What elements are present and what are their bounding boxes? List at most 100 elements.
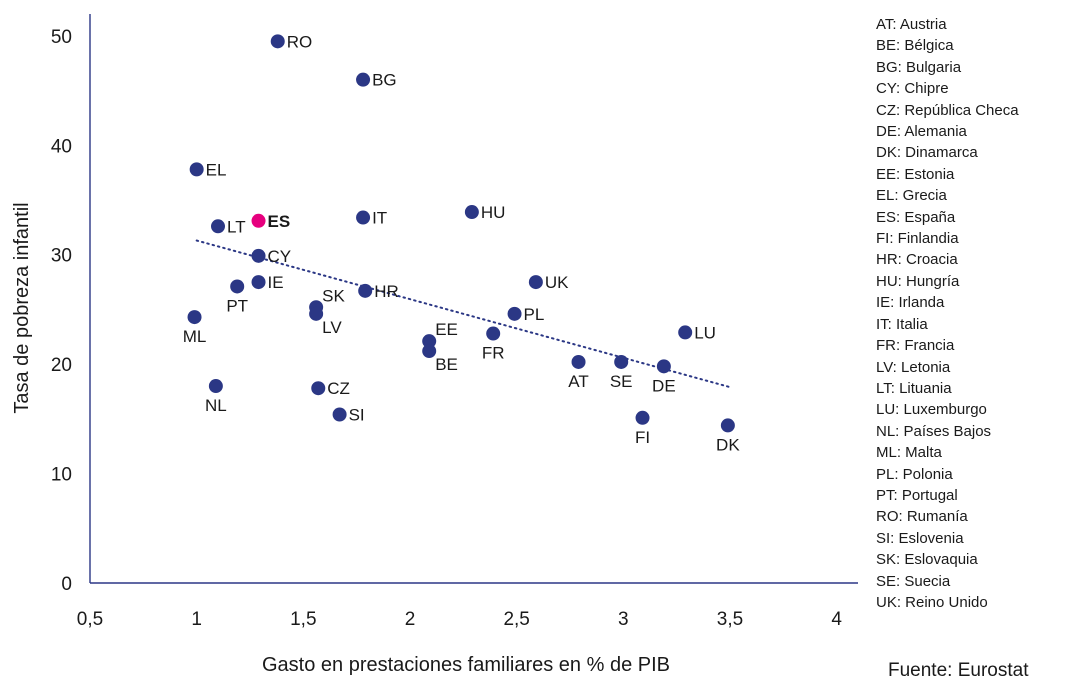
data-point-be <box>422 344 437 359</box>
point-label-pt: PT <box>226 296 248 315</box>
points-group <box>187 34 735 433</box>
legend-entry: SK: Eslovaquia <box>876 551 978 569</box>
data-point-fi <box>635 410 650 425</box>
point-label-lt: LT <box>227 217 246 236</box>
country-legend: AT: Austria BE: Bélgica BG: Bulgaria CY: Ch… <box>876 14 1019 613</box>
point-label-it: IT <box>372 209 387 228</box>
data-point-ee <box>422 334 437 349</box>
legend-entry: EE: Estonia <box>876 165 955 183</box>
point-label-ie: IE <box>268 273 284 292</box>
legend-entry: FI: Finlandia <box>876 230 959 248</box>
x-tick-label: 0,5 <box>77 609 103 630</box>
legend-entry: RO: Rumanía <box>876 508 968 526</box>
scatter-chart: RO BG EL LT ES IT HU CY IE PT UK HR SK LV PL ML LU FR EE BE… <box>11 14 858 676</box>
point-label-hr: HR <box>374 282 399 301</box>
data-point-ro <box>270 34 285 49</box>
legend-entry: DE: Alemania <box>876 123 967 141</box>
point-label-cy: CY <box>268 247 292 266</box>
data-point-dk <box>720 418 735 433</box>
legend-entry: UK: Reino Unido <box>876 593 988 611</box>
point-label-hu: HU <box>481 203 506 222</box>
data-point-it <box>356 210 371 225</box>
point-label-at: AT <box>568 372 588 391</box>
data-point-el <box>189 162 204 177</box>
point-label-si: SI <box>349 405 365 424</box>
y-tick-label: 30 <box>51 246 72 267</box>
legend-entry: PT: Portugal <box>876 486 958 504</box>
data-point-es <box>251 213 266 228</box>
point-label-lv: LV <box>322 318 342 337</box>
legend-entry: BE: Bélgica <box>876 37 954 55</box>
data-point-lu <box>678 325 693 340</box>
data-point-cz <box>311 381 326 396</box>
trendline <box>195 239 731 389</box>
x-tick-label: 1 <box>191 609 202 630</box>
point-labels-group: RO BG EL LT ES IT HU CY IE PT UK HR SK LV PL ML LU FR EE BE… <box>183 32 741 454</box>
legend-entry: IE: Irlanda <box>876 294 945 312</box>
legend-entry: CY: Chipre <box>876 80 949 98</box>
legend-entry: FR: Francia <box>876 337 955 355</box>
point-label-sk: SK <box>322 286 345 305</box>
data-point-fr <box>486 326 501 341</box>
x-axis-label: Gasto en prestaciones familiares en % de… <box>262 654 670 676</box>
x-tick-label: 2,5 <box>503 609 529 630</box>
data-point-uk <box>528 275 543 290</box>
legend-entry: LV: Letonia <box>876 358 951 376</box>
data-point-lv <box>309 306 324 321</box>
point-label-fr: FR <box>482 344 505 363</box>
data-point-ie <box>251 275 266 290</box>
legend-entry: CZ: República Checa <box>876 101 1019 119</box>
point-label-pl: PL <box>524 305 545 324</box>
data-point-hr <box>358 283 373 298</box>
legend-entry: PL: Polonia <box>876 465 953 483</box>
point-label-uk: UK <box>545 273 569 292</box>
legend-entry: HR: Croacia <box>876 251 958 269</box>
y-tick-label: 20 <box>51 355 72 376</box>
point-label-de: DE <box>652 376 676 395</box>
point-label-cz: CZ <box>327 379 350 398</box>
legend-entry: ML: Malta <box>876 444 942 462</box>
legend-entry: HU: Hungría <box>876 272 960 290</box>
point-label-be: BE <box>435 355 458 374</box>
data-point-lt <box>211 219 225 234</box>
legend-entry: SI: Eslovenia <box>876 529 964 547</box>
point-label-ee: EE <box>435 320 458 339</box>
point-label-ro: RO <box>287 32 313 51</box>
x-tick-label: 4 <box>831 609 842 630</box>
point-label-fi: FI <box>635 428 650 447</box>
y-axis-label: Tasa de pobreza infantil <box>11 202 33 413</box>
legend-entry: DK: Dinamarca <box>876 144 978 162</box>
y-tick-label: 50 <box>51 27 72 48</box>
data-point-se <box>614 354 629 369</box>
x-tick-label: 2 <box>405 609 416 630</box>
source-note: Fuente: Eurostat <box>888 660 1029 681</box>
point-label-nl: NL <box>205 396 227 415</box>
point-label-el: EL <box>206 160 227 179</box>
point-label-dk: DK <box>716 435 740 454</box>
data-point-pt <box>230 279 245 294</box>
trendline-group <box>195 239 731 389</box>
data-point-nl <box>208 379 223 394</box>
point-label-lu: LU <box>694 323 716 342</box>
legend-entry: EL: Grecia <box>876 187 947 205</box>
data-point-hu <box>464 205 479 220</box>
legend-entry: AT: Austria <box>876 16 947 33</box>
legend-entry: NL: Países Bajos <box>876 422 992 440</box>
data-point-pl <box>507 306 522 321</box>
y-tick-label: 40 <box>51 136 72 157</box>
legend-entry: SE: Suecia <box>876 572 951 590</box>
axes <box>89 14 858 584</box>
data-point-bg <box>356 72 371 87</box>
point-label-bg: BG <box>372 71 397 90</box>
x-tick-label: 3,5 <box>717 609 743 630</box>
x-tick-label: 1,5 <box>290 609 316 630</box>
legend-entry: ES: España <box>876 208 956 226</box>
data-point-si <box>332 407 347 422</box>
point-label-ml: ML <box>183 327 207 346</box>
point-label-se: SE <box>610 372 633 391</box>
legend-entry: LU: Luxemburgo <box>876 401 987 419</box>
data-point-ml <box>187 310 202 325</box>
legend-entry: LT: Lituania <box>876 379 952 397</box>
y-tick-label: 10 <box>51 465 72 486</box>
